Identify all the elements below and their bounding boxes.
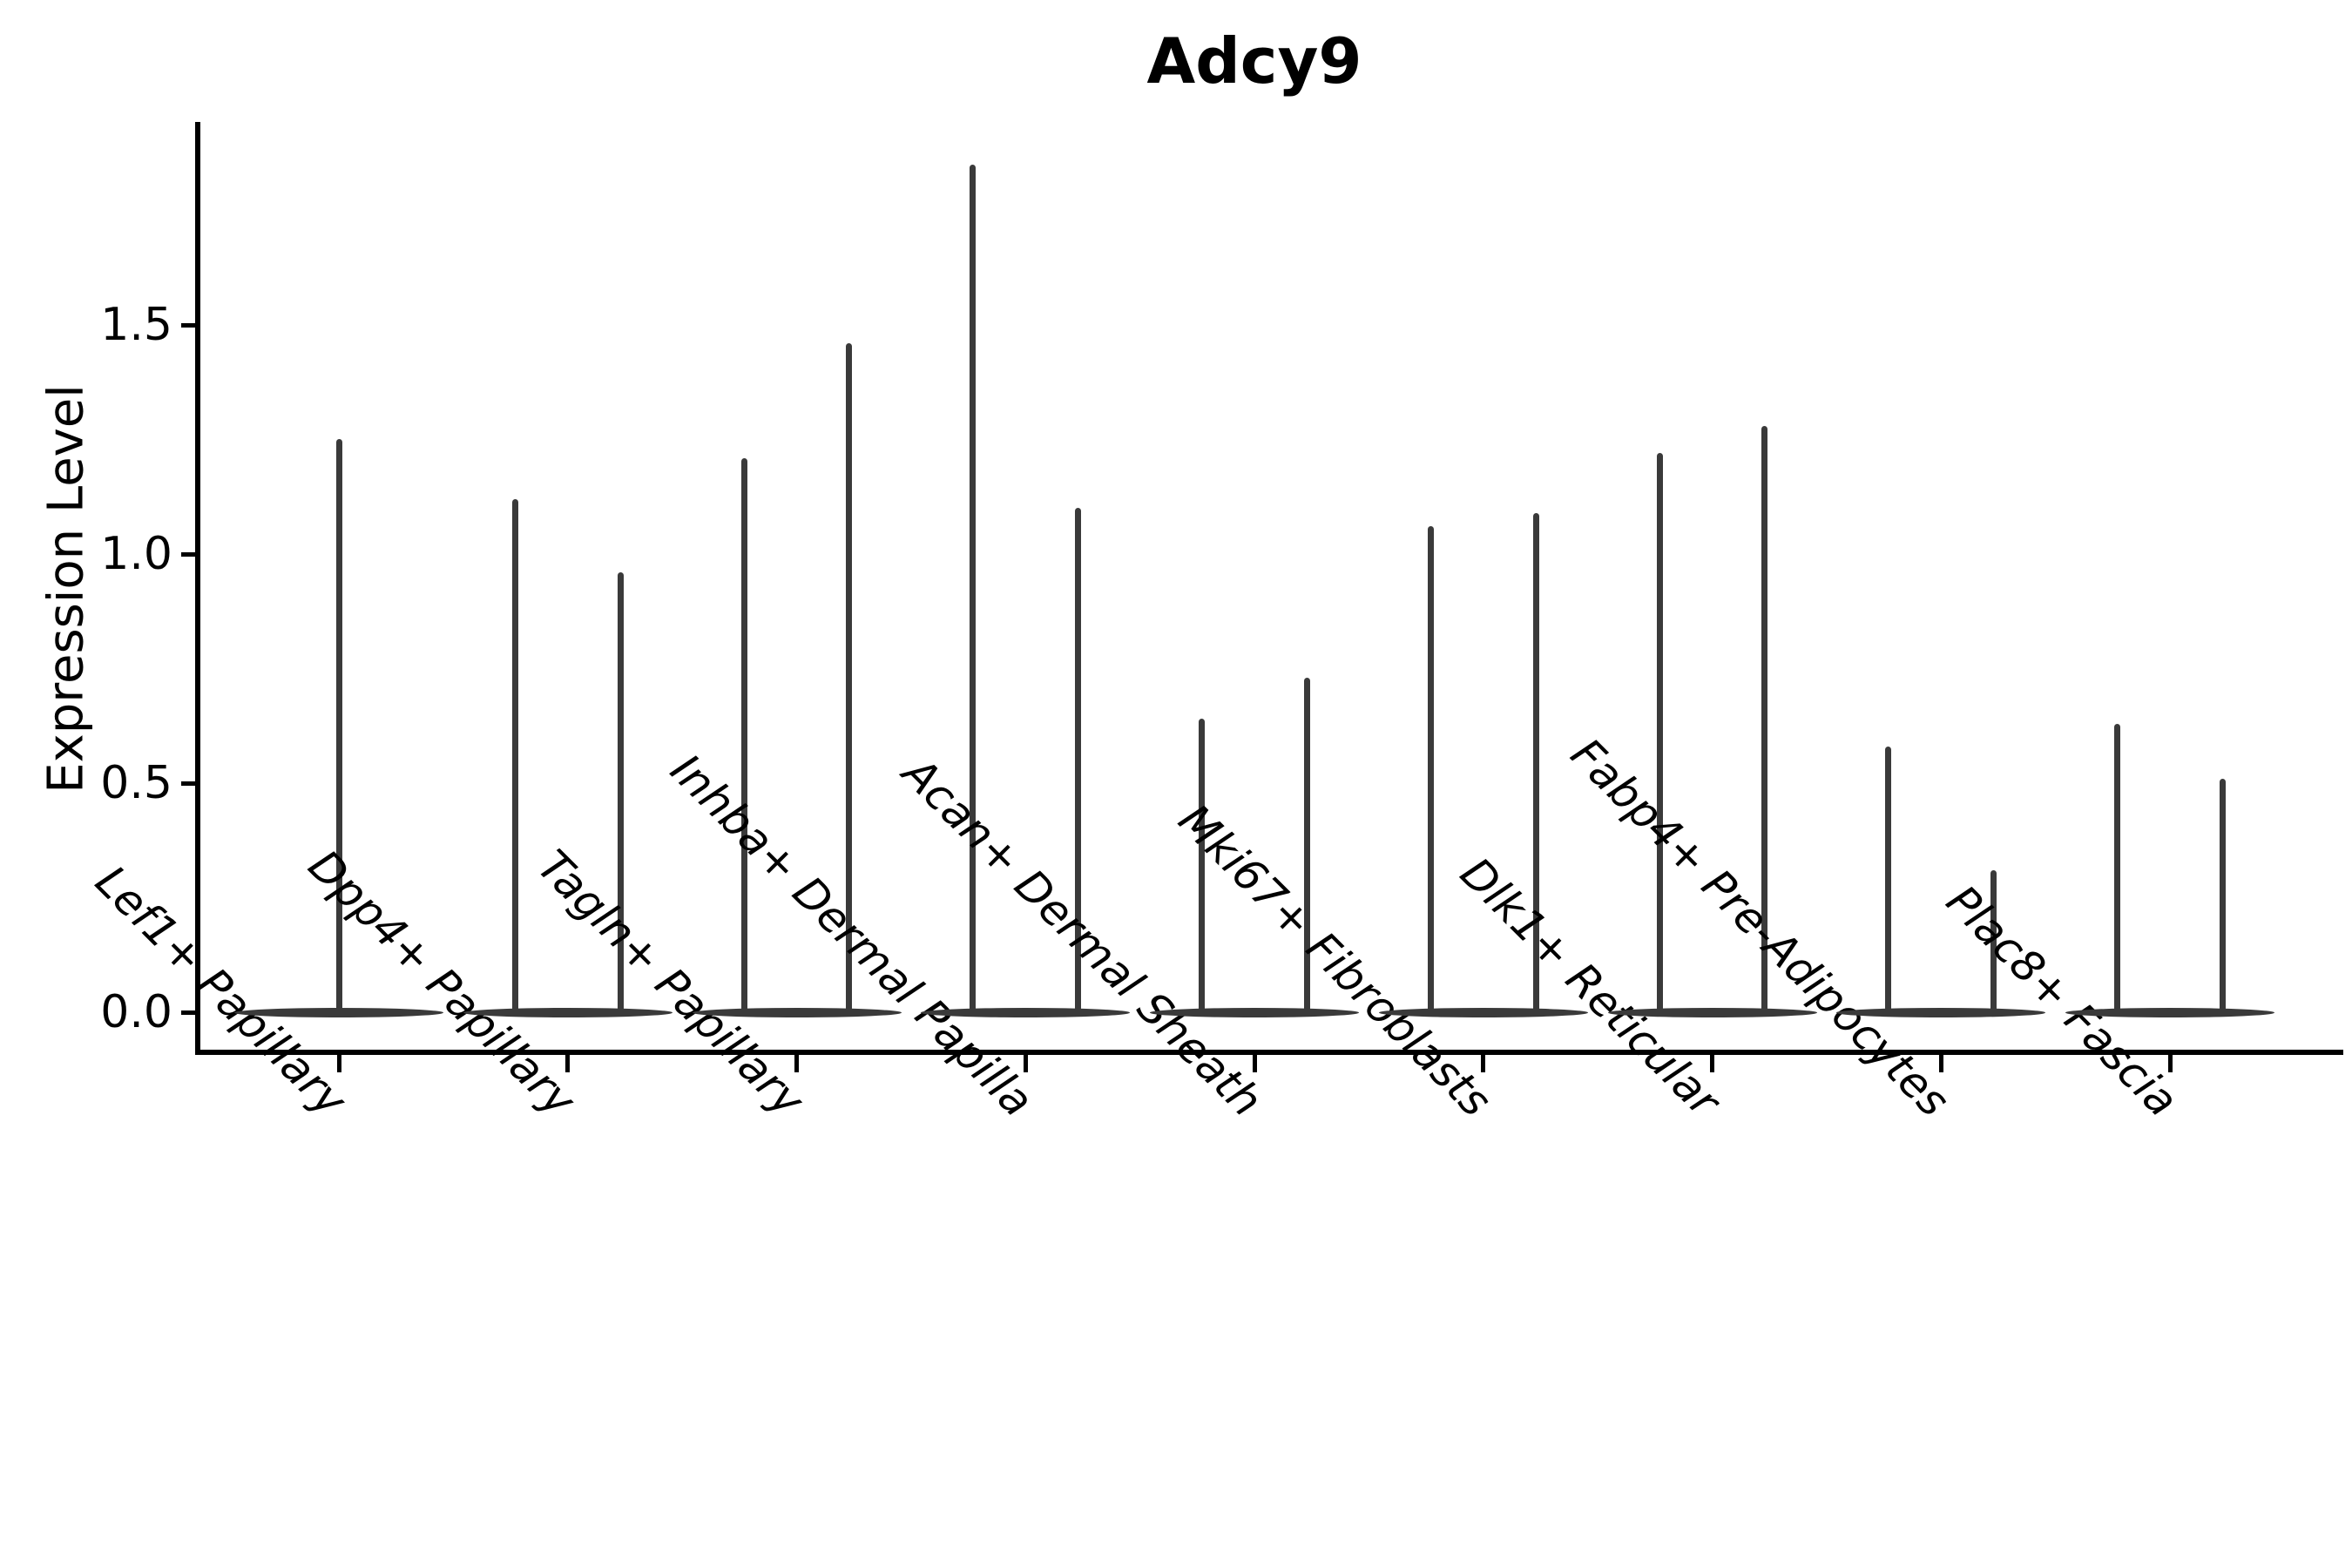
x-tick-label: Plac8+ Fascia	[1936, 875, 2187, 1127]
x-tick-mark	[336, 1055, 341, 1072]
violin-body	[463, 1007, 672, 1017]
x-tick-mark	[1481, 1055, 1486, 1072]
x-tick-mark	[794, 1055, 799, 1072]
x-tick-mark	[1938, 1055, 1943, 1072]
violin-spike	[1303, 678, 1310, 1012]
violin-spike	[617, 572, 624, 1012]
violin-spike	[740, 458, 747, 1012]
violin-spike	[1761, 426, 1768, 1012]
y-tick-label: 0.0	[100, 986, 172, 1038]
x-tick-mark	[1023, 1055, 1028, 1072]
violin-body	[1836, 1007, 2046, 1017]
violin-body	[1607, 1007, 1817, 1017]
violin-body	[2065, 1007, 2274, 1017]
y-tick-label: 0.5	[100, 757, 172, 809]
y-tick-mark	[181, 781, 195, 786]
violin-spike	[970, 165, 977, 1012]
x-tick-mark	[565, 1055, 571, 1072]
violin-body	[692, 1007, 902, 1017]
y-axis-spine	[195, 122, 200, 1055]
x-tick-mark	[1252, 1055, 1257, 1072]
x-axis-spine	[195, 1050, 2343, 1055]
violin-spike	[511, 499, 518, 1012]
y-axis-label: Expression Level	[37, 384, 95, 794]
y-tick-label: 1.5	[100, 299, 172, 351]
violin-spike	[1199, 719, 1206, 1012]
y-tick-mark	[181, 551, 195, 557]
x-tick-mark	[2167, 1055, 2173, 1072]
violin-body	[1150, 1007, 1359, 1017]
violin-spike	[1427, 526, 1434, 1012]
violin-spike	[2114, 724, 2121, 1012]
violin-spike	[1532, 513, 1539, 1012]
violin-spike	[335, 439, 342, 1012]
violin-body	[1378, 1007, 1588, 1017]
violin-spike	[846, 343, 853, 1012]
violin-spike	[1885, 747, 1892, 1012]
y-tick-label: 1.0	[100, 528, 172, 580]
violin-spike	[1990, 870, 1997, 1012]
plot-title: Adcy9	[1146, 24, 1362, 98]
violin-spike	[2219, 779, 2226, 1012]
violin-spike	[1656, 453, 1663, 1012]
violin-body	[921, 1007, 1131, 1017]
y-tick-mark	[181, 1010, 195, 1015]
x-tick-mark	[1710, 1055, 1714, 1072]
violin-spike	[1075, 508, 1082, 1012]
x-tick-label: Fabp4+ Pre-Adipocytes	[1560, 728, 1959, 1127]
y-tick-mark	[181, 322, 195, 328]
violin-body	[234, 1007, 443, 1017]
